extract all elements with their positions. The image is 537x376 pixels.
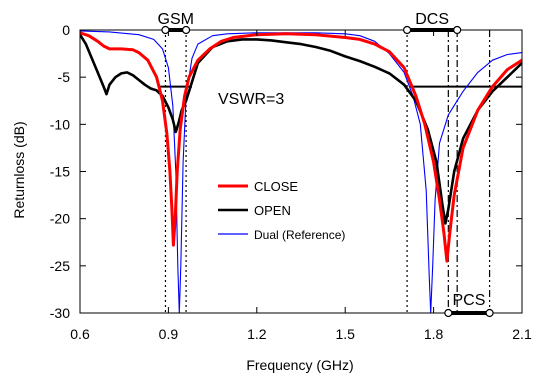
legend: CLOSE OPEN Dual (Reference)	[218, 179, 345, 242]
band-label-gsm: GSM	[158, 11, 194, 28]
band-marker-start-dcs	[402, 25, 412, 35]
legend-label-close: CLOSE	[254, 179, 298, 194]
series-line-dual-reference	[80, 30, 522, 314]
y-tick-label-2: -10	[50, 116, 70, 132]
series-line-close	[80, 31, 522, 263]
legend-label-dual-reference: Dual (Reference)	[254, 228, 345, 242]
x-tick-label-3: 1.5	[335, 326, 355, 342]
band-marker-end-dcs	[453, 25, 462, 35]
y-tick-label-0: 0	[62, 22, 70, 38]
band-label-dcs: DCS	[415, 11, 449, 28]
x-tick-label-4: 1.8	[424, 326, 444, 342]
y-axis-title: Returnloss (dB)	[11, 121, 27, 218]
y-tick-label-1: -5	[58, 69, 71, 85]
y-tick-label-4: -20	[50, 211, 70, 227]
axes: 0.6 0.9 1.2 1.5 1.8 2.1 0 -5 -10 -15 -20 -25 -30 GSM D…	[50, 11, 532, 342]
band-marker-end-gsm	[181, 25, 191, 35]
band-marker-start-gsm	[161, 25, 170, 35]
x-axis-title: Frequency (GHz)	[246, 357, 353, 373]
series-line-open	[80, 33, 522, 225]
y-tick-label-6: -30	[50, 305, 70, 321]
legend-label-open: OPEN	[254, 203, 291, 218]
vswr-label: VSWR=3	[218, 91, 284, 108]
plot-frame	[79, 29, 523, 314]
x-tick-label-0: 0.6	[70, 326, 90, 342]
x-tick-label-2: 1.2	[247, 326, 267, 342]
y-tick-label-5: -25	[50, 258, 70, 274]
band-marker-end-pcs	[485, 308, 494, 318]
x-tick-label-5: 2.1	[512, 326, 532, 342]
band-label-pcs: PCS	[453, 292, 486, 309]
plot-area: VSWR=3	[80, 30, 522, 314]
band-marker-start-pcs	[444, 308, 453, 318]
y-tick-label-3: -15	[50, 164, 70, 180]
x-tick-label-1: 0.9	[159, 326, 179, 342]
